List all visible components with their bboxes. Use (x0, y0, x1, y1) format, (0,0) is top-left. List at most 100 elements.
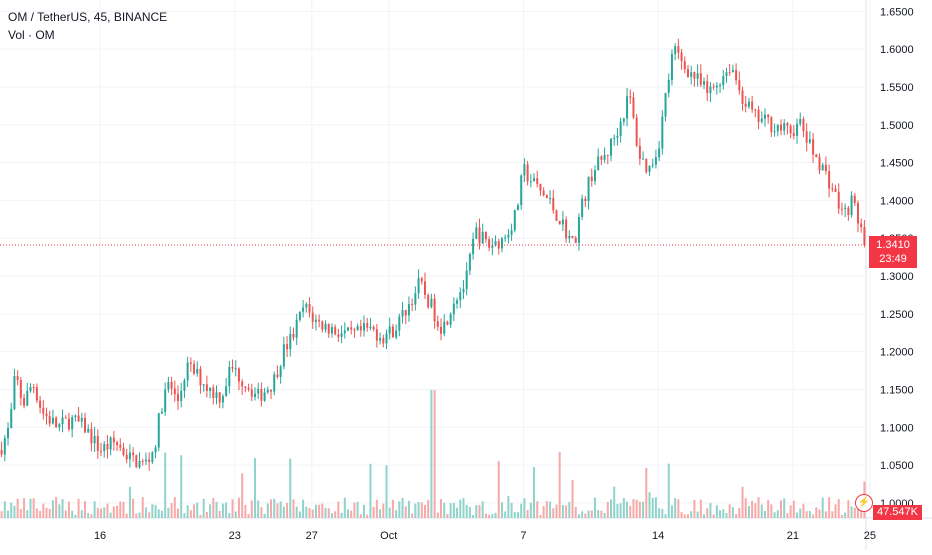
candle-body (3, 438, 6, 455)
volume-bar (125, 513, 128, 518)
candle-body (295, 319, 298, 338)
candle-body (738, 80, 741, 91)
volume-bar (472, 514, 475, 518)
volume-bar (83, 501, 86, 518)
volume-bar (350, 510, 353, 518)
candle-body (828, 171, 831, 189)
volume-bar (228, 513, 231, 518)
volume-bar (651, 497, 654, 518)
candle-body (533, 178, 536, 182)
candle-body (699, 73, 702, 85)
volume-bar (494, 512, 497, 518)
candle-body (706, 81, 709, 94)
candle-body (340, 333, 343, 337)
volume-bar (488, 514, 491, 518)
volume-bar (658, 508, 661, 518)
candle-body (64, 417, 67, 419)
price-axis-label: 1.6500 (880, 6, 914, 18)
volume-bar (555, 504, 558, 518)
volume-bar (423, 505, 426, 518)
candle-body (10, 409, 13, 428)
volume-bar (664, 514, 667, 518)
volume-bar (273, 498, 276, 518)
candle-body (103, 443, 106, 452)
volume-bar (141, 497, 144, 518)
volume-bar (436, 512, 439, 518)
candle-body (475, 227, 478, 239)
price-axis-label: 1.1000 (880, 422, 914, 434)
candle-body (847, 207, 850, 215)
candle-body (183, 380, 186, 391)
candle-body (488, 239, 491, 248)
volume-bar (690, 511, 693, 518)
candle-body (491, 245, 494, 248)
volume-bar (741, 486, 744, 518)
candle-body (154, 447, 157, 453)
volume-bar (379, 509, 382, 518)
volume-bar (440, 498, 443, 518)
candle-body (199, 368, 202, 386)
volume-bar (189, 510, 192, 518)
volume-bar (812, 514, 815, 518)
volume-bar (587, 510, 590, 518)
volume-bar (420, 502, 423, 518)
candle-body (318, 319, 321, 322)
volume-bar (170, 503, 173, 518)
volume-bar (276, 503, 279, 518)
candle-body (747, 101, 750, 107)
volume-bar (754, 503, 757, 518)
volume-bar (119, 501, 122, 518)
volume-bar (635, 499, 638, 518)
volume-bar (391, 499, 394, 518)
candle-body (202, 384, 205, 386)
volume-bar (539, 514, 542, 518)
volume-bar (783, 498, 786, 518)
volume-bar (593, 497, 596, 518)
volume-bar (693, 499, 696, 518)
time-axis-label: 23 (229, 530, 241, 542)
candle-body (558, 220, 561, 225)
volume-bar (45, 507, 48, 518)
candle-body (282, 344, 285, 367)
volume-bar (375, 499, 378, 518)
volume-bar (160, 510, 163, 518)
volume-bar (67, 501, 70, 518)
candle-body (831, 188, 834, 190)
candle-body (93, 435, 96, 444)
candle-body (760, 118, 763, 122)
volume-bar (642, 501, 645, 518)
candle-body (221, 396, 224, 403)
candle-body (234, 368, 237, 370)
candle-body (109, 437, 112, 450)
volume-bar (632, 499, 635, 518)
candle-body (507, 234, 510, 238)
candle-body (731, 69, 734, 73)
candle-body (372, 326, 375, 330)
candle-body (80, 417, 83, 422)
candle-body (860, 223, 863, 228)
candle-body (735, 69, 738, 81)
volume-bar (109, 512, 112, 518)
price-axis-label: 1.0500 (880, 460, 914, 472)
volume-bar (369, 463, 372, 518)
candle-body (29, 387, 32, 391)
volume-bar (773, 512, 776, 518)
lightning-icon[interactable]: ⚡ (855, 494, 873, 512)
candle-body (661, 116, 664, 149)
candle-body (100, 450, 103, 452)
candle-body (420, 278, 423, 282)
candle-body (581, 198, 584, 218)
volume-bar (138, 512, 141, 518)
candle-body (648, 165, 651, 172)
candle-body (696, 73, 699, 79)
volume-bar (478, 505, 481, 518)
candle-body (250, 389, 253, 397)
price-axis-label: 1.1500 (880, 384, 914, 396)
volume-bar (597, 510, 600, 518)
volume-bar (645, 467, 648, 518)
volume-bar (19, 509, 22, 518)
candle-body (690, 72, 693, 77)
volume-bar (760, 504, 763, 518)
